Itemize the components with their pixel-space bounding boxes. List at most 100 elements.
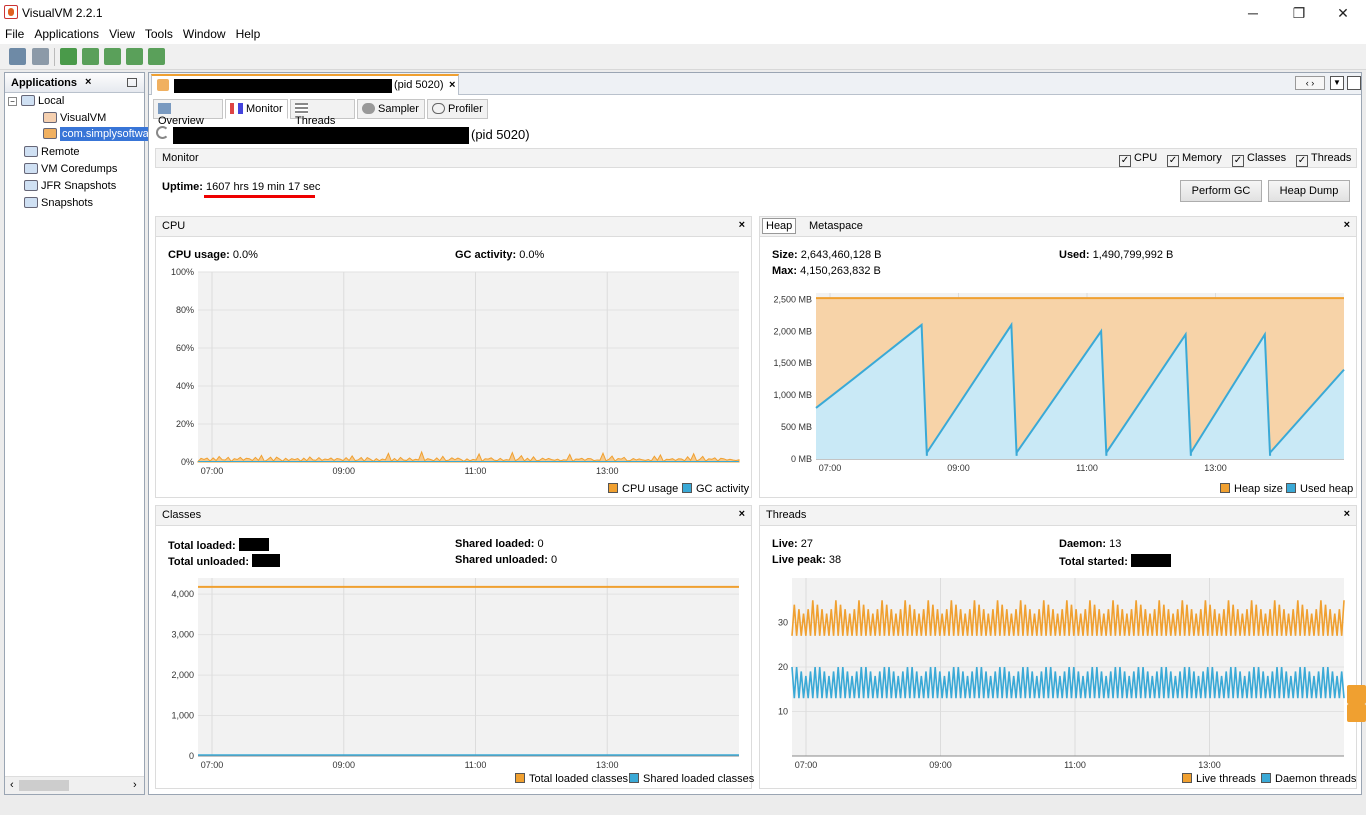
label: Total unloaded:: [168, 556, 250, 568]
scroll-right-icon[interactable]: ›: [133, 779, 137, 791]
snapshot-icon: [24, 197, 38, 208]
redacted-app-name: [173, 127, 469, 144]
memory-checkbox[interactable]: ✓ Memory: [1167, 152, 1222, 167]
monitor-display-icon[interactable]: [1347, 704, 1366, 722]
tree-item-remote[interactable]: Remote: [24, 146, 80, 158]
tab-overview[interactable]: Overview: [153, 99, 223, 127]
view-tabs: Overview Monitor Threads Sampler Profile…: [149, 97, 1361, 127]
y-tick-label: 3,000: [171, 630, 194, 640]
perform-gc-button[interactable]: Perform GC: [1180, 180, 1262, 202]
cpu-header: CPU ×: [156, 217, 751, 237]
close-icon[interactable]: ×: [1343, 219, 1350, 231]
label: Total loaded:: [168, 540, 236, 552]
classes-checkbox[interactable]: ✓ Classes: [1232, 152, 1286, 167]
tree-label: JFR Snapshots: [41, 180, 117, 192]
legend-swatch: [515, 773, 525, 783]
scroll-thumb[interactable]: [19, 780, 69, 791]
close-icon[interactable]: ×: [738, 508, 745, 520]
tree-item-visualvm[interactable]: VisualVM: [43, 112, 106, 124]
jfr-icon: [24, 180, 38, 191]
legend-total-loaded: Total loaded classes: [515, 773, 628, 785]
y-tick-label: 1,000: [171, 711, 194, 721]
checkbox-label: Memory: [1182, 152, 1222, 164]
tree-item-jfr[interactable]: JFR Snapshots: [24, 180, 116, 192]
tree-item-local[interactable]: − Local: [8, 95, 64, 107]
tab-profiler[interactable]: Profiler: [427, 99, 488, 119]
add-jmx-icon[interactable]: [60, 48, 77, 65]
add-snapshot-icon[interactable]: [126, 48, 143, 65]
tab-scroll-icon[interactable]: ‹ ›: [1295, 76, 1325, 90]
redacted-value: [238, 538, 269, 551]
x-tick-label: 11:00: [1064, 760, 1086, 770]
tree-item-coredumps[interactable]: VM Coredumps: [24, 163, 117, 175]
scroll-left-icon[interactable]: ‹: [10, 779, 14, 791]
tab-label: Threads: [295, 115, 336, 127]
close-icon[interactable]: ×: [85, 76, 92, 88]
maximize-panel-icon[interactable]: [1347, 76, 1361, 90]
collapse-icon[interactable]: −: [8, 97, 17, 106]
value: 0: [550, 554, 558, 566]
y-tick-label: 20: [778, 662, 788, 672]
menu-help[interactable]: Help: [235, 27, 261, 41]
threads-checkbox[interactable]: ✓ Threads: [1296, 152, 1351, 167]
label: GC activity:: [455, 249, 517, 261]
tree-label: VisualVM: [60, 112, 107, 124]
tree-label: Local: [38, 95, 65, 107]
live-threads-series: [791, 600, 1345, 636]
horizontal-scrollbar[interactable]: ‹ ›: [5, 776, 144, 794]
tab-label: Monitor: [246, 103, 283, 115]
close-icon[interactable]: ×: [1343, 508, 1350, 520]
tree-label: VM Coredumps: [41, 163, 118, 175]
value: 4,150,263,832 B: [800, 265, 881, 277]
value: 0: [537, 538, 544, 550]
y-tick-label: 10: [778, 707, 788, 717]
y-tick-label: 0%: [181, 457, 194, 467]
menu-window[interactable]: Window: [182, 27, 226, 41]
tab-list-icon[interactable]: ▼: [1330, 76, 1344, 90]
tab-threads[interactable]: Threads: [290, 99, 355, 127]
y-tick-label: 1,500 MB: [773, 358, 812, 368]
gear-icon[interactable]: [1347, 685, 1366, 704]
tree-item-snapshots[interactable]: Snapshots: [24, 197, 93, 209]
tab-metaspace[interactable]: Metaspace: [809, 220, 863, 232]
redacted-app-name: [174, 79, 392, 93]
menu-view[interactable]: View: [109, 27, 135, 41]
menu-tools[interactable]: Tools: [144, 27, 173, 41]
minimize-panel-icon[interactable]: [127, 78, 137, 87]
heap-dump-button[interactable]: Heap Dump: [1268, 180, 1350, 202]
sampler-icon: [362, 103, 375, 114]
redacted-value: [1130, 554, 1171, 567]
applications-tab[interactable]: Applications ×: [5, 73, 144, 93]
add-remote-host-icon[interactable]: [82, 48, 99, 65]
x-tick-label: 11:00: [465, 760, 487, 770]
x-tick-label: 13:00: [596, 760, 619, 770]
monitor-title: Monitor: [162, 152, 199, 164]
used-heap-area: [816, 324, 1344, 459]
menu-applications[interactable]: Applications: [34, 27, 100, 41]
tree-item-application[interactable]: com.simplysoftwar: [43, 127, 155, 141]
tab-monitor[interactable]: Monitor: [225, 99, 288, 119]
save-icon[interactable]: [32, 48, 49, 65]
value: 1,490,799,992 B: [1092, 249, 1174, 261]
tab-sampler[interactable]: Sampler: [357, 99, 425, 119]
cpu-checkbox[interactable]: ✓ CPU: [1119, 152, 1157, 167]
y-tick-label: 100%: [171, 267, 194, 277]
label: CPU usage:: [168, 249, 230, 261]
document-tab[interactable]: (pid 5020) ×: [151, 74, 459, 95]
tab-heap[interactable]: Heap: [762, 218, 797, 234]
close-button[interactable]: ✕: [1337, 5, 1349, 21]
add-jfr-icon[interactable]: [148, 48, 165, 65]
close-icon[interactable]: ×: [738, 219, 745, 231]
minimize-button[interactable]: ─: [1248, 5, 1258, 21]
visualvm-icon: [43, 112, 57, 123]
classes-title: Classes: [162, 509, 202, 521]
document-tab-bar: (pid 5020) × ‹ › ▼: [149, 73, 1361, 95]
add-vm-coredump-icon[interactable]: [104, 48, 121, 65]
menu-file[interactable]: File: [5, 27, 25, 41]
maximize-button[interactable]: ❐: [1292, 5, 1306, 21]
close-icon[interactable]: ×: [449, 79, 456, 91]
java-app-icon: [43, 128, 57, 139]
header-pid: (pid 5020): [471, 127, 530, 142]
open-icon[interactable]: [9, 48, 26, 65]
x-tick-label: 13:00: [1198, 760, 1221, 770]
